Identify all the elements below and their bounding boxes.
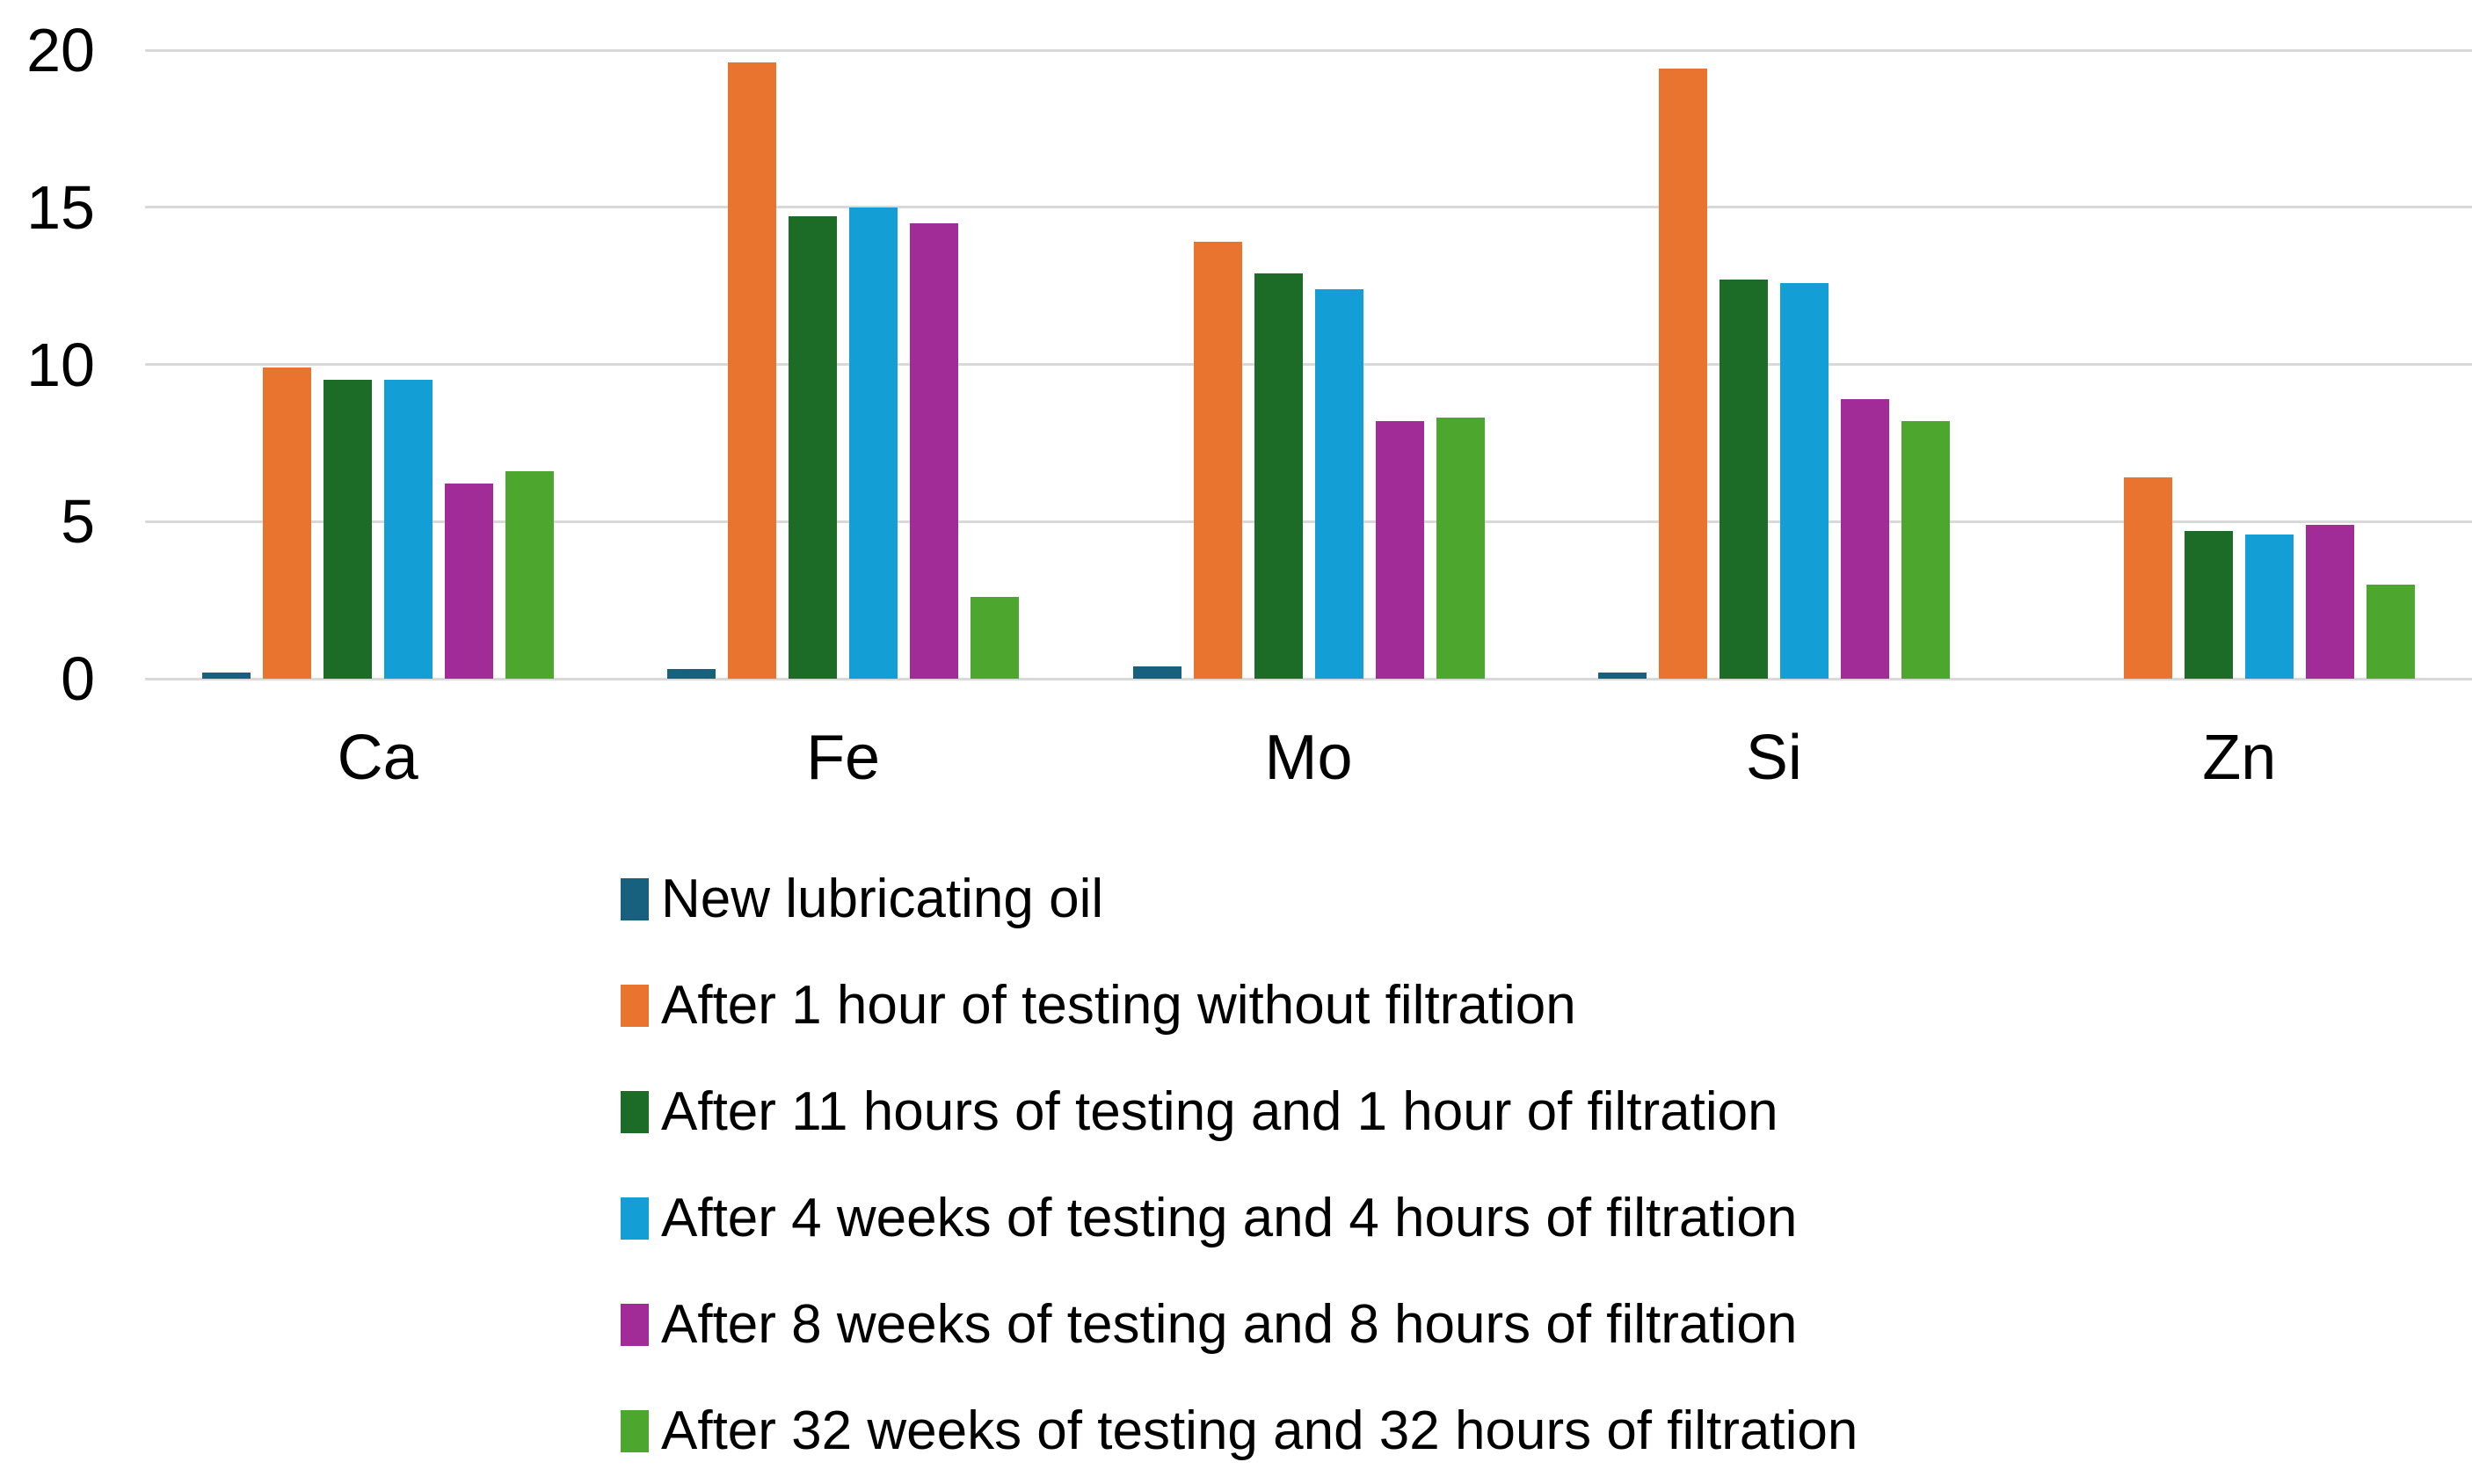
bar-Mo-series1	[1132, 666, 1181, 679]
bar-Zn-series3	[2185, 530, 2234, 679]
bar-Si-series1	[1597, 672, 1647, 679]
bar-group-Ca	[201, 50, 554, 679]
y-axis-tick-15: 15	[26, 172, 95, 242]
x-axis-label-Si: Si	[1745, 723, 1802, 793]
y-axis-tick-5: 5	[61, 487, 95, 556]
x-axis-label-Zn: Zn	[2202, 723, 2277, 793]
legend-swatch-6	[621, 1409, 649, 1452]
legend-label-6: After 32 weeks of testing and 32 hours o…	[661, 1400, 1858, 1461]
bar-Ca-series1	[201, 672, 251, 679]
bar-Si-series4	[1779, 282, 1829, 679]
legend-label-4: After 4 weeks of testing and 4 hours of …	[661, 1187, 1798, 1248]
bar-Ca-series3	[323, 380, 372, 679]
legend-item-2: After 1 hour of testing without filtrati…	[621, 952, 1858, 1058]
bar-Ca-series5	[444, 484, 493, 679]
gridline-y10	[145, 363, 2472, 366]
bar-Fe-series2	[728, 62, 777, 679]
legend-swatch-2	[621, 984, 649, 1027]
gridline-y0	[145, 677, 2472, 680]
bar-Fe-series3	[789, 216, 838, 679]
legend-swatch-4	[621, 1197, 649, 1240]
bar-Zn-series6	[2367, 584, 2416, 679]
y-axis-tick-20: 20	[26, 16, 95, 84]
legend-label-2: After 1 hour of testing without filtrati…	[661, 974, 1576, 1036]
bar-Mo-series3	[1254, 273, 1303, 679]
bar-group-Fe	[667, 50, 1020, 679]
legend: New lubricating oil After 1 hour of testi…	[621, 846, 1858, 1484]
bar-Mo-series6	[1436, 418, 1485, 679]
legend-item-6: After 32 weeks of testing and 32 hours o…	[621, 1378, 1858, 1484]
bar-Ca-series4	[383, 380, 433, 679]
legend-label-3: After 11 hours of testing and 1 hour of …	[661, 1080, 1778, 1142]
bar-Si-series6	[1901, 420, 1950, 679]
bar-group-Si	[1597, 50, 1950, 679]
legend-item-3: After 11 hours of testing and 1 hour of …	[621, 1058, 1858, 1165]
bar-Mo-series4	[1314, 288, 1363, 679]
bar-Ca-series2	[262, 367, 311, 679]
bar-Si-series5	[1840, 398, 1889, 679]
legend-label-5: After 8 weeks of testing and 8 hours of …	[661, 1293, 1798, 1355]
bar-Si-series2	[1658, 69, 1707, 679]
bar-Zn-series4	[2245, 534, 2294, 679]
legend-label-1: New lubricating oil	[661, 868, 1104, 929]
legend-swatch-5	[621, 1303, 649, 1346]
bar-Mo-series5	[1375, 420, 1424, 679]
bar-Fe-series1	[667, 669, 716, 679]
bar-Fe-series5	[910, 222, 959, 679]
y-axis-tick-0: 0	[61, 644, 95, 713]
bar-Fe-series6	[971, 597, 1020, 679]
legend-item-1: New lubricating oil	[621, 846, 1858, 952]
bar-Zn-series5	[2306, 524, 2355, 679]
gridline-y15	[145, 206, 2472, 209]
legend-item-4: After 4 weeks of testing and 4 hours of …	[621, 1165, 1858, 1271]
bar-Fe-series4	[849, 207, 898, 679]
gridline-y20	[145, 48, 2472, 52]
bar-group-Mo	[1132, 50, 1485, 679]
bar-Zn-series2	[2124, 477, 2173, 679]
gridline-y5	[145, 520, 2472, 523]
y-axis-tick-10: 10	[26, 330, 95, 399]
legend-swatch-1	[621, 877, 649, 920]
bar-group-Zn	[2063, 50, 2416, 679]
legend-swatch-3	[621, 1090, 649, 1133]
legend-item-5: After 8 weeks of testing and 8 hours of …	[621, 1271, 1858, 1378]
bar-Mo-series2	[1193, 242, 1242, 679]
bar-Si-series3	[1719, 279, 1768, 679]
x-axis-label-Ca: Ca	[337, 723, 418, 793]
bar-Ca-series6	[505, 471, 554, 679]
x-axis-label-Fe: Fe	[806, 723, 881, 793]
x-axis-label-Mo: Mo	[1264, 723, 1353, 793]
